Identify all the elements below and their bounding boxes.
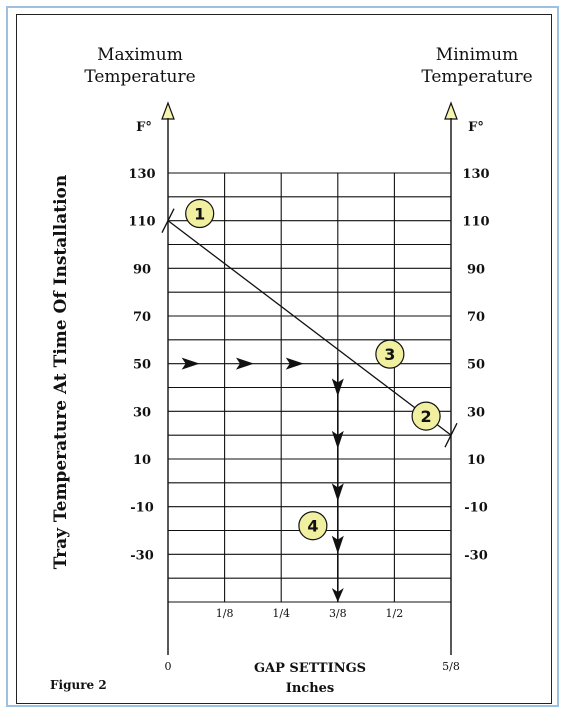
y-tick-label-left: 110 — [128, 215, 155, 230]
unit-right: F° — [468, 120, 484, 135]
x-tick-label: 3/8 — [329, 607, 347, 620]
x-tick-label: 5/8 — [442, 660, 460, 673]
y-tick-label-right: 130 — [462, 167, 489, 182]
y-tick-label-left: 90 — [133, 262, 151, 277]
down-arrow-icon — [331, 588, 344, 602]
step-badge-circle — [411, 401, 441, 431]
y-tick-label-right: -10 — [464, 501, 488, 516]
line-start-tick — [161, 208, 175, 233]
y-tick-label-right: 50 — [467, 358, 485, 373]
step-badge-number: 4 — [307, 517, 318, 536]
x-axis-title: GAP SETTINGS — [254, 661, 366, 676]
step-badge-number: 1 — [194, 205, 205, 224]
y-tick-label-left: 30 — [133, 405, 151, 420]
y-tick-label-left: 130 — [128, 167, 155, 182]
line-end-tick — [444, 422, 458, 448]
step-badge-circle — [298, 511, 328, 541]
right-header-line1: Minimum — [436, 45, 518, 65]
down-arrow-icon — [331, 483, 344, 502]
y-tick-label-left: -10 — [130, 501, 154, 516]
y-tick-label-right: 90 — [467, 262, 485, 277]
left-header-line2: Temperature — [84, 67, 195, 87]
step-badge-circle — [375, 339, 405, 369]
step-badges: 1 2 3 4 — [185, 198, 441, 541]
y-ticks-left: 130 110 90 70 50 30 10 -10 -30 — [128, 167, 155, 563]
chart-marks — [161, 208, 458, 602]
y-tick-label-right: 70 — [467, 310, 485, 325]
y-tick-label-right: 30 — [467, 405, 485, 420]
right-axis-arrow-icon — [444, 101, 458, 120]
temperature-gap-line — [167, 220, 452, 436]
x-tick-label: 1/8 — [216, 607, 234, 620]
down-arrow-icon — [331, 430, 344, 449]
y-tick-label-right: -30 — [464, 548, 488, 563]
y-tick-label-right: 10 — [467, 453, 485, 468]
y-axis-label: Tray Temperature At Time Of Installation — [51, 175, 71, 570]
x-ticks: 0 1/8 1/4 3/8 1/2 5/8 — [165, 607, 460, 673]
y-tick-label-left: 10 — [133, 453, 151, 468]
unit-left: F° — [136, 120, 152, 135]
y-tick-label-left: 50 — [133, 358, 151, 373]
down-arrow-icon — [331, 378, 344, 397]
step-badge-circle — [185, 198, 215, 229]
down-arrow-icon — [331, 535, 344, 554]
right-arrow-icon — [235, 357, 254, 370]
grid — [167, 118, 452, 655]
y-ticks-right: 130 110 90 70 50 30 10 -10 -30 — [462, 167, 489, 563]
figure-label: Figure 2 — [50, 678, 107, 692]
figure-border — [16, 14, 552, 704]
right-arrow-icon — [285, 357, 304, 370]
step-badge-number: 3 — [384, 345, 395, 364]
y-tick-label-left: 70 — [133, 310, 151, 325]
right-arrow-icon — [181, 357, 200, 370]
x-tick-label: 0 — [165, 660, 172, 673]
x-tick-label: 1/2 — [386, 607, 404, 620]
step-badge-number: 2 — [421, 407, 432, 426]
x-tick-label: 1/4 — [272, 607, 290, 620]
y-tick-label-left: -30 — [130, 548, 154, 563]
y-tick-label-right: 110 — [462, 215, 489, 230]
x-axis-units: Inches — [286, 681, 335, 696]
right-header-line2: Temperature — [421, 67, 532, 87]
left-header-line1: Maximum — [97, 45, 183, 65]
left-axis-arrow-icon — [161, 101, 175, 120]
